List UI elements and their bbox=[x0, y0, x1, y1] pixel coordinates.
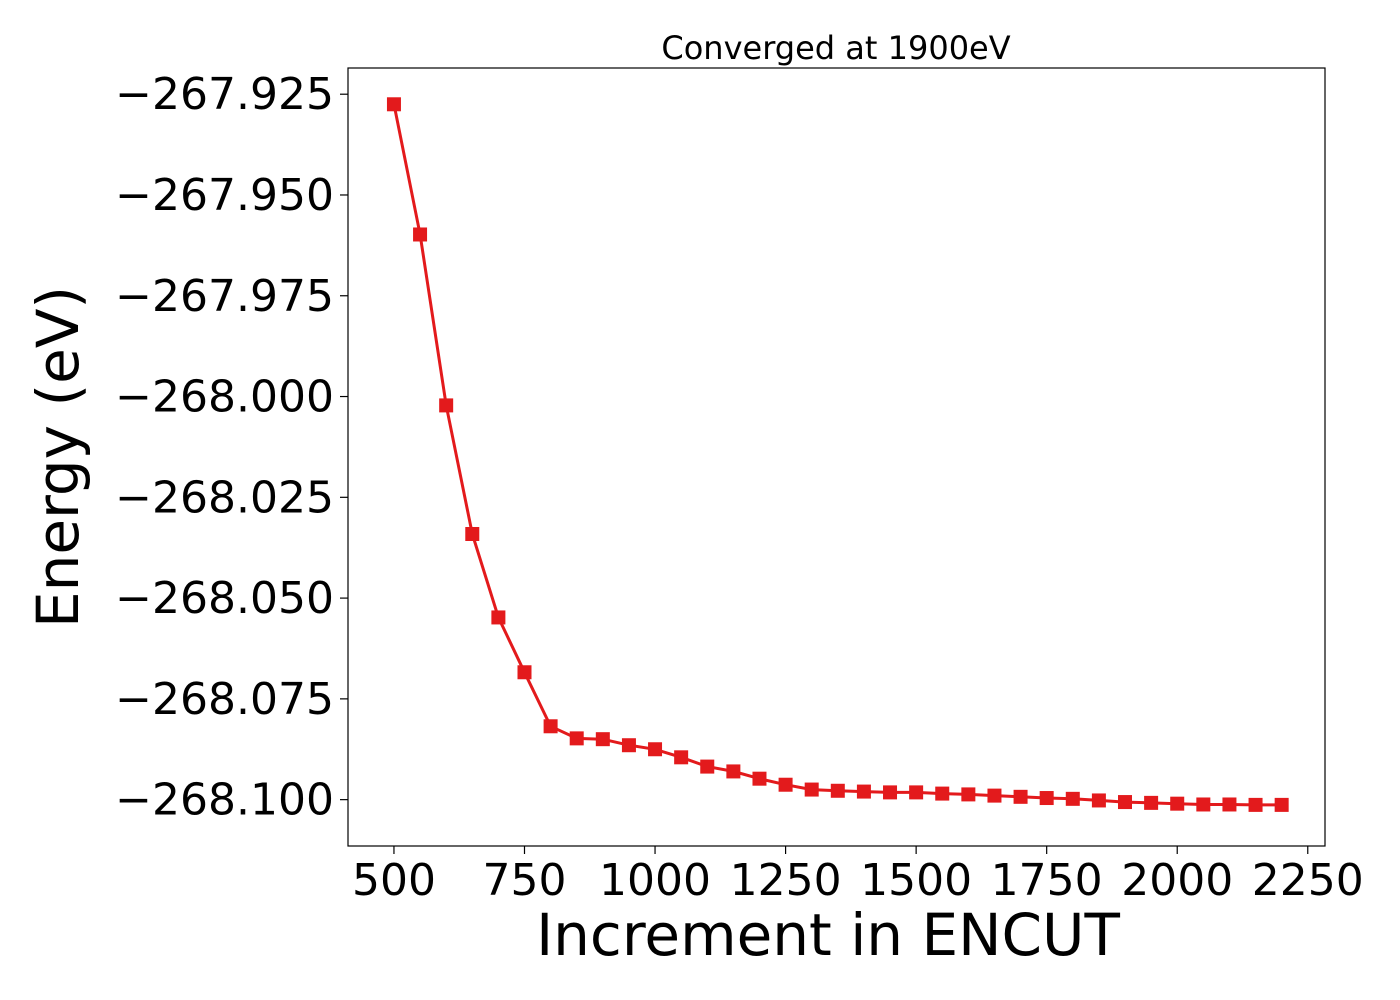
data-point-marker bbox=[569, 731, 584, 746]
data-point-marker bbox=[778, 777, 793, 792]
data-point-marker bbox=[909, 785, 924, 800]
data-point-marker bbox=[413, 227, 428, 242]
data-point-marker bbox=[465, 526, 480, 541]
data-point-marker bbox=[386, 97, 401, 112]
x-axis: 500 750 1000 1250 1500 1750 2000 2250 bbox=[352, 846, 1364, 906]
data-point-marker bbox=[752, 771, 767, 786]
data-point-marker bbox=[1091, 793, 1106, 808]
data-point-marker bbox=[543, 719, 558, 734]
y-axis-label: Energy (eV) bbox=[24, 286, 92, 628]
data-point-marker bbox=[674, 750, 689, 765]
data-point-marker bbox=[700, 759, 715, 774]
data-point-marker bbox=[1039, 791, 1054, 806]
data-point-marker bbox=[1196, 797, 1211, 812]
data-point-marker bbox=[491, 610, 506, 625]
plot-area bbox=[347, 67, 1326, 847]
data-point-marker bbox=[987, 788, 1002, 803]
data-point-marker bbox=[883, 785, 898, 800]
data-point-marker bbox=[1065, 791, 1080, 806]
data-point-marker bbox=[595, 732, 610, 747]
x-tick-label: 500 bbox=[352, 855, 436, 906]
series-layer bbox=[386, 97, 1289, 812]
x-tick-label: 1000 bbox=[599, 855, 711, 906]
x-tick-label: 1500 bbox=[860, 855, 972, 906]
data-point-marker bbox=[1274, 797, 1289, 812]
y-tick-label: −268.075 bbox=[115, 674, 334, 725]
x-tick-label: 750 bbox=[483, 855, 567, 906]
data-point-marker bbox=[1013, 789, 1028, 804]
y-axis: −267.925 −267.950 −267.975 −268.000 −268.025… bbox=[115, 69, 348, 826]
y-tick-label: −268.100 bbox=[115, 775, 334, 826]
data-point-marker bbox=[830, 783, 845, 798]
y-tick-label: −267.925 bbox=[115, 69, 334, 120]
data-point-marker bbox=[1170, 796, 1185, 811]
x-tick-label: 1250 bbox=[730, 855, 842, 906]
data-point-marker bbox=[1118, 795, 1133, 810]
y-tick-label: −267.975 bbox=[115, 271, 334, 322]
data-point-marker bbox=[726, 764, 741, 779]
data-point-marker bbox=[1248, 797, 1263, 812]
data-point-marker bbox=[961, 787, 976, 802]
x-tick-label: 1750 bbox=[991, 855, 1103, 906]
chart-title: Converged at 1900eV bbox=[661, 29, 1010, 67]
data-point-marker bbox=[517, 665, 532, 680]
data-point-marker bbox=[935, 786, 950, 801]
data-point-marker bbox=[1222, 797, 1237, 812]
x-axis-label: Increment in ENCUT bbox=[536, 901, 1120, 969]
data-point-marker bbox=[648, 742, 663, 757]
data-point-marker bbox=[621, 738, 636, 753]
y-tick-label: −268.000 bbox=[115, 372, 334, 423]
y-tick-label: −267.950 bbox=[115, 170, 334, 221]
data-point-marker bbox=[439, 398, 454, 413]
data-point-marker bbox=[856, 784, 871, 799]
y-tick-label: −268.050 bbox=[115, 573, 334, 624]
y-tick-label: −268.025 bbox=[115, 472, 334, 523]
data-point-marker bbox=[804, 782, 819, 797]
data-point-marker bbox=[1144, 795, 1159, 810]
x-tick-label: 2250 bbox=[1252, 855, 1364, 906]
x-tick-label: 2000 bbox=[1121, 855, 1233, 906]
